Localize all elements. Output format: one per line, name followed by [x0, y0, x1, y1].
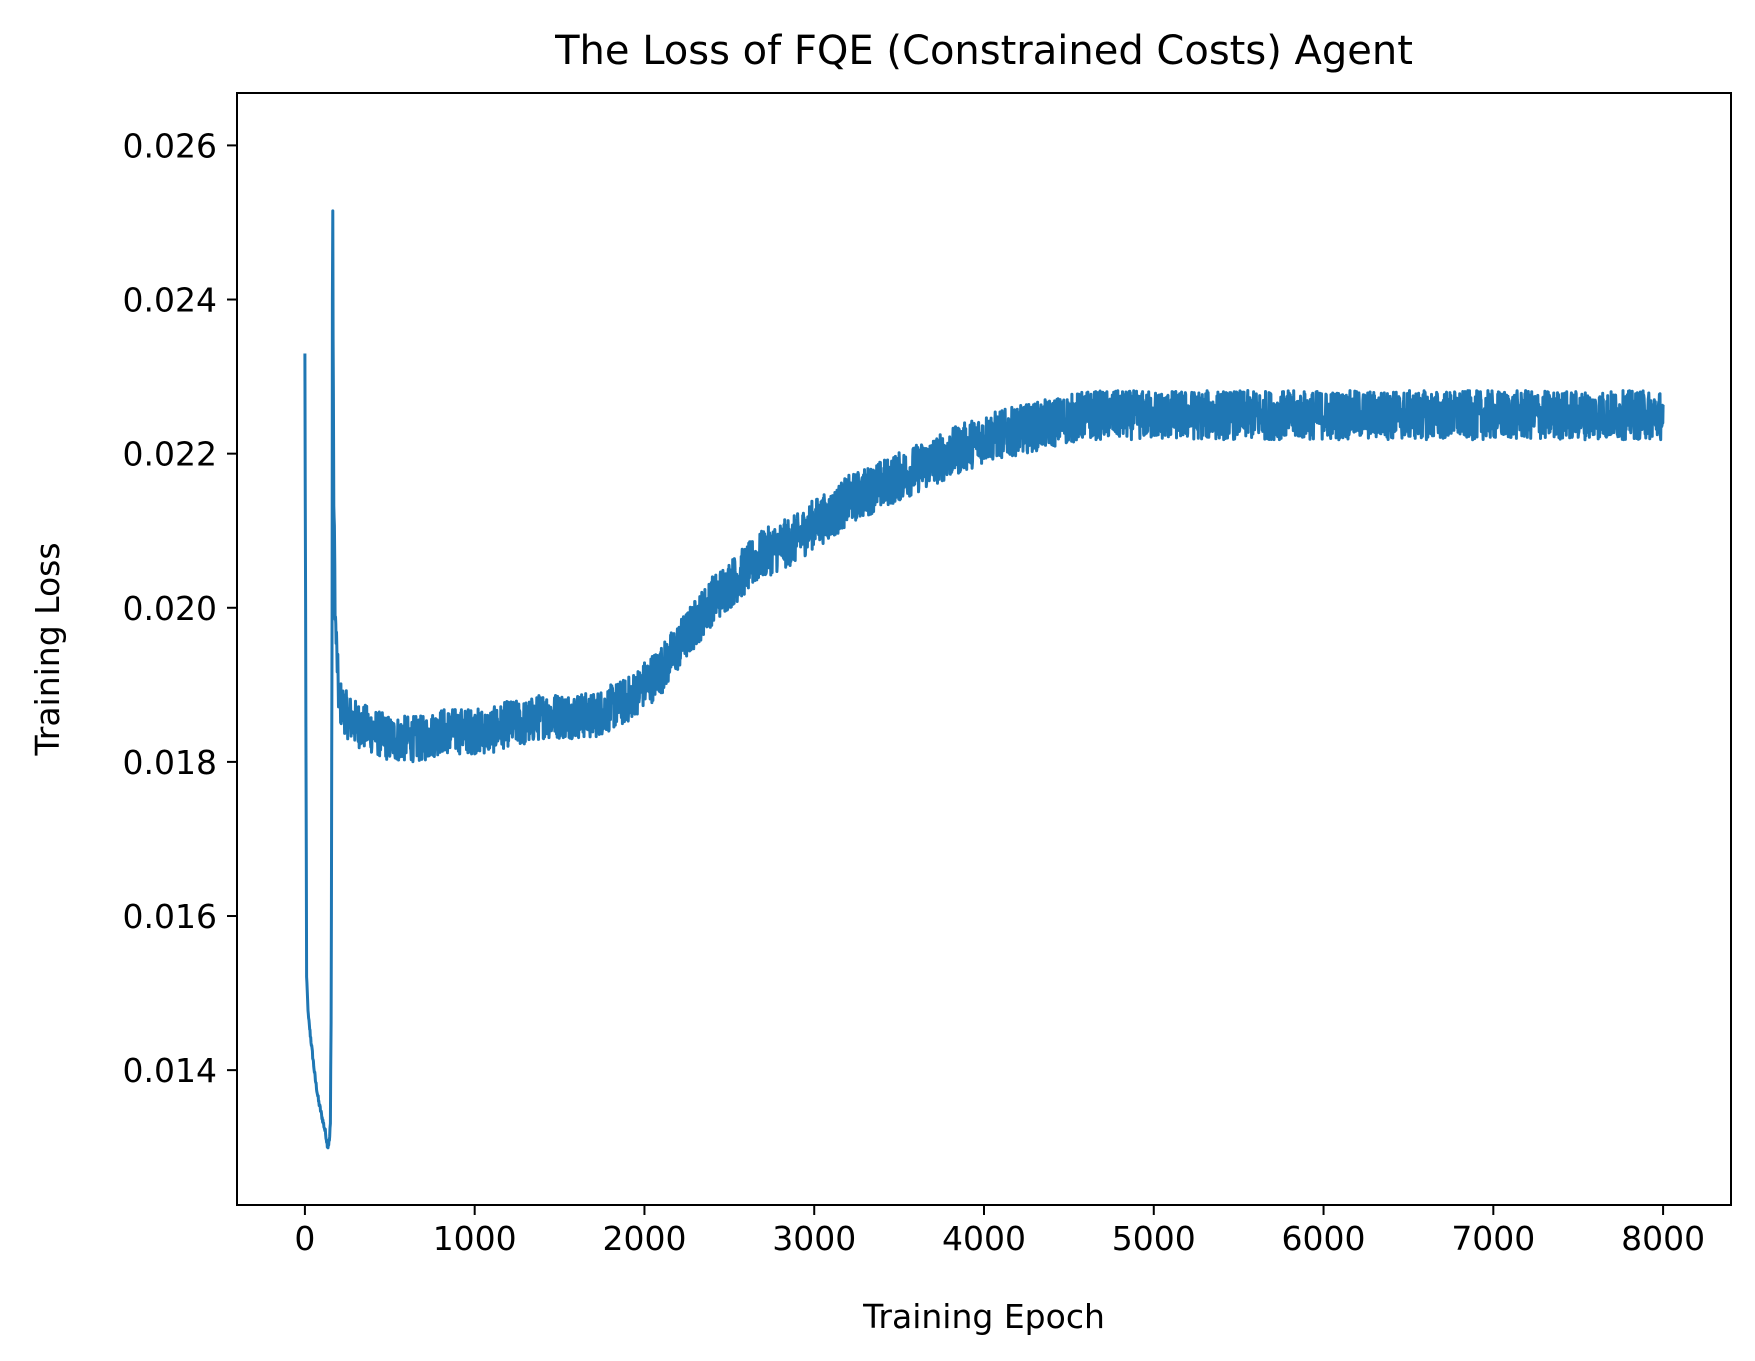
- series-line-0: [303, 209, 1665, 1150]
- y-axis: 0.014 0.016 0.018 0.020 0.022 0.024 0.026: [123, 126, 237, 1090]
- chart-title: The Loss of FQE (Constrained Costs) Agen…: [554, 28, 1413, 74]
- y-tick-label: 0.016: [123, 897, 217, 936]
- x-tick-label: 5000: [1112, 1219, 1196, 1258]
- x-axis-label: Training Epoch: [862, 1297, 1105, 1336]
- x-tick-label: 4000: [942, 1219, 1026, 1258]
- x-tick-label: 7000: [1451, 1219, 1535, 1258]
- y-tick-label: 0.014: [123, 1051, 217, 1090]
- series-layer: [303, 209, 1665, 1150]
- y-axis-label: Training Loss: [28, 542, 67, 756]
- y-tick-label: 0.018: [123, 743, 217, 782]
- y-tick-label: 0.024: [123, 281, 217, 320]
- y-tick-label: 0.026: [123, 126, 217, 165]
- x-axis: 0 1000 2000 3000 4000 5000 6000 7000 8000: [294, 1205, 1705, 1258]
- x-tick-label: 6000: [1282, 1219, 1366, 1258]
- x-tick-label: 8000: [1621, 1219, 1705, 1258]
- x-tick-label: 2000: [602, 1219, 686, 1258]
- x-tick-label: 1000: [433, 1219, 517, 1258]
- x-tick-label: 3000: [772, 1219, 856, 1258]
- y-tick-label: 0.022: [123, 435, 217, 474]
- y-tick-label: 0.020: [123, 589, 217, 628]
- x-tick-label: 0: [294, 1219, 315, 1258]
